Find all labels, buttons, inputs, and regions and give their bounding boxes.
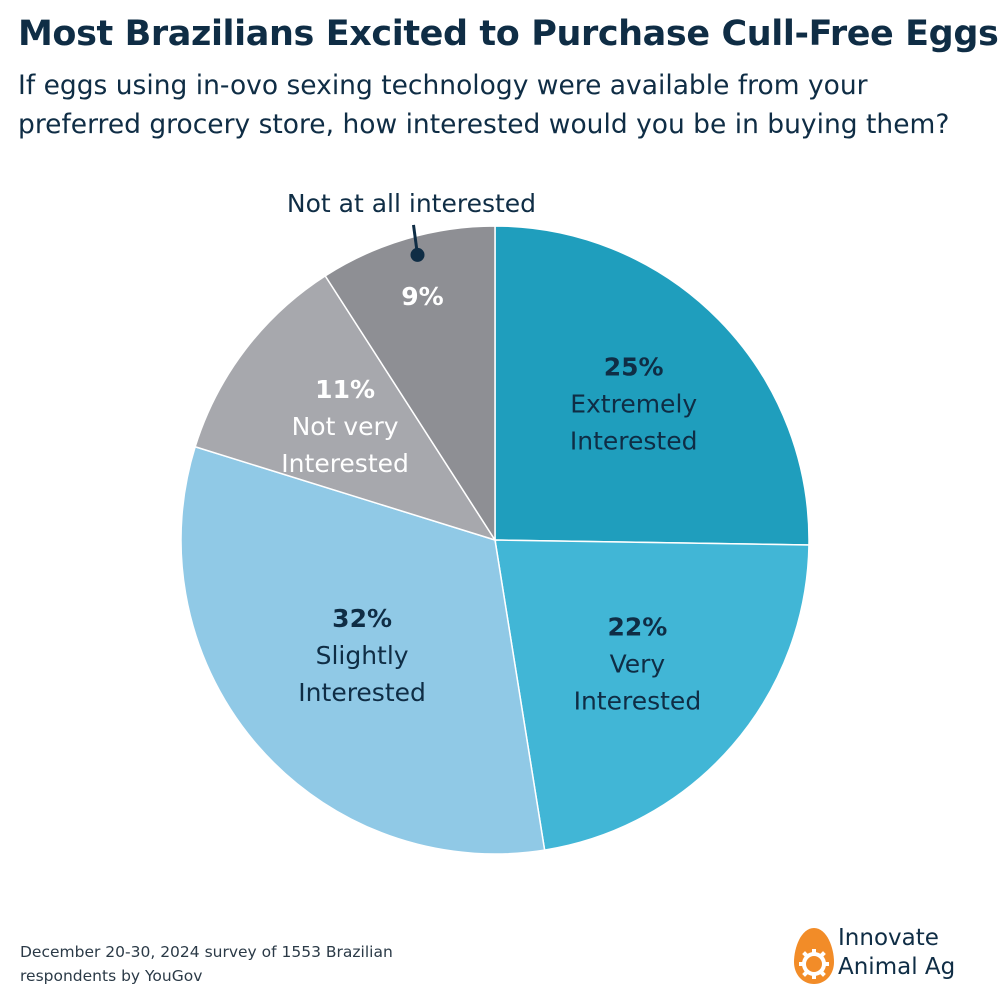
- pie-slices: [180, 225, 810, 855]
- slice-category-label: Very: [610, 649, 666, 678]
- slice-category-label: Interested: [574, 686, 702, 715]
- brand-line-1: Innovate: [838, 925, 939, 951]
- pie-slice: [494, 539, 810, 851]
- brand-logo: Innovate Animal Ag: [792, 920, 992, 990]
- slice-category-label: Interested: [570, 426, 698, 455]
- pie-slice: [194, 274, 497, 542]
- slice-percent-label: 32%: [332, 604, 392, 633]
- slice-percent-label: 9%: [401, 282, 443, 311]
- brand-name: Innovate Animal Ag: [838, 924, 955, 982]
- chart-subtitle: If eggs using in-ovo sexing technology w…: [18, 66, 978, 144]
- slice-percent-label: 11%: [315, 375, 375, 404]
- slice-category-label: Extremely: [570, 389, 697, 418]
- subtitle-line-2: preferred grocery store, how interested …: [18, 109, 950, 140]
- slice-percent-label: 22%: [607, 612, 667, 641]
- slice-category-label: Interested: [298, 678, 426, 707]
- source-note: December 20-30, 2024 survey of 1553 Braz…: [20, 940, 393, 988]
- source-line-2: respondents by YouGov: [20, 967, 203, 985]
- source-line-1: December 20-30, 2024 survey of 1553 Braz…: [20, 943, 393, 961]
- pie-slice: [180, 445, 546, 855]
- slice-category-label: Interested: [281, 449, 409, 478]
- egg-gear-icon: [794, 928, 834, 984]
- pie-slice: [494, 225, 810, 546]
- slice-category-label: Not very: [292, 412, 399, 441]
- brand-line-2: Animal Ag: [838, 954, 956, 980]
- pie-slice: [324, 225, 496, 543]
- slice-category-label: Not at all interested: [287, 189, 536, 218]
- leader-dot: [410, 247, 425, 262]
- slice-category-label: Slightly: [316, 641, 409, 670]
- chart-title: Most Brazilians Excited to Purchase Cull…: [18, 14, 999, 54]
- subtitle-line-1: If eggs using in-ovo sexing technology w…: [18, 70, 868, 101]
- slice-percent-label: 25%: [604, 352, 664, 381]
- pie-labels: 25% Extremely Interested 22% Very Interested 3…: [281, 189, 701, 716]
